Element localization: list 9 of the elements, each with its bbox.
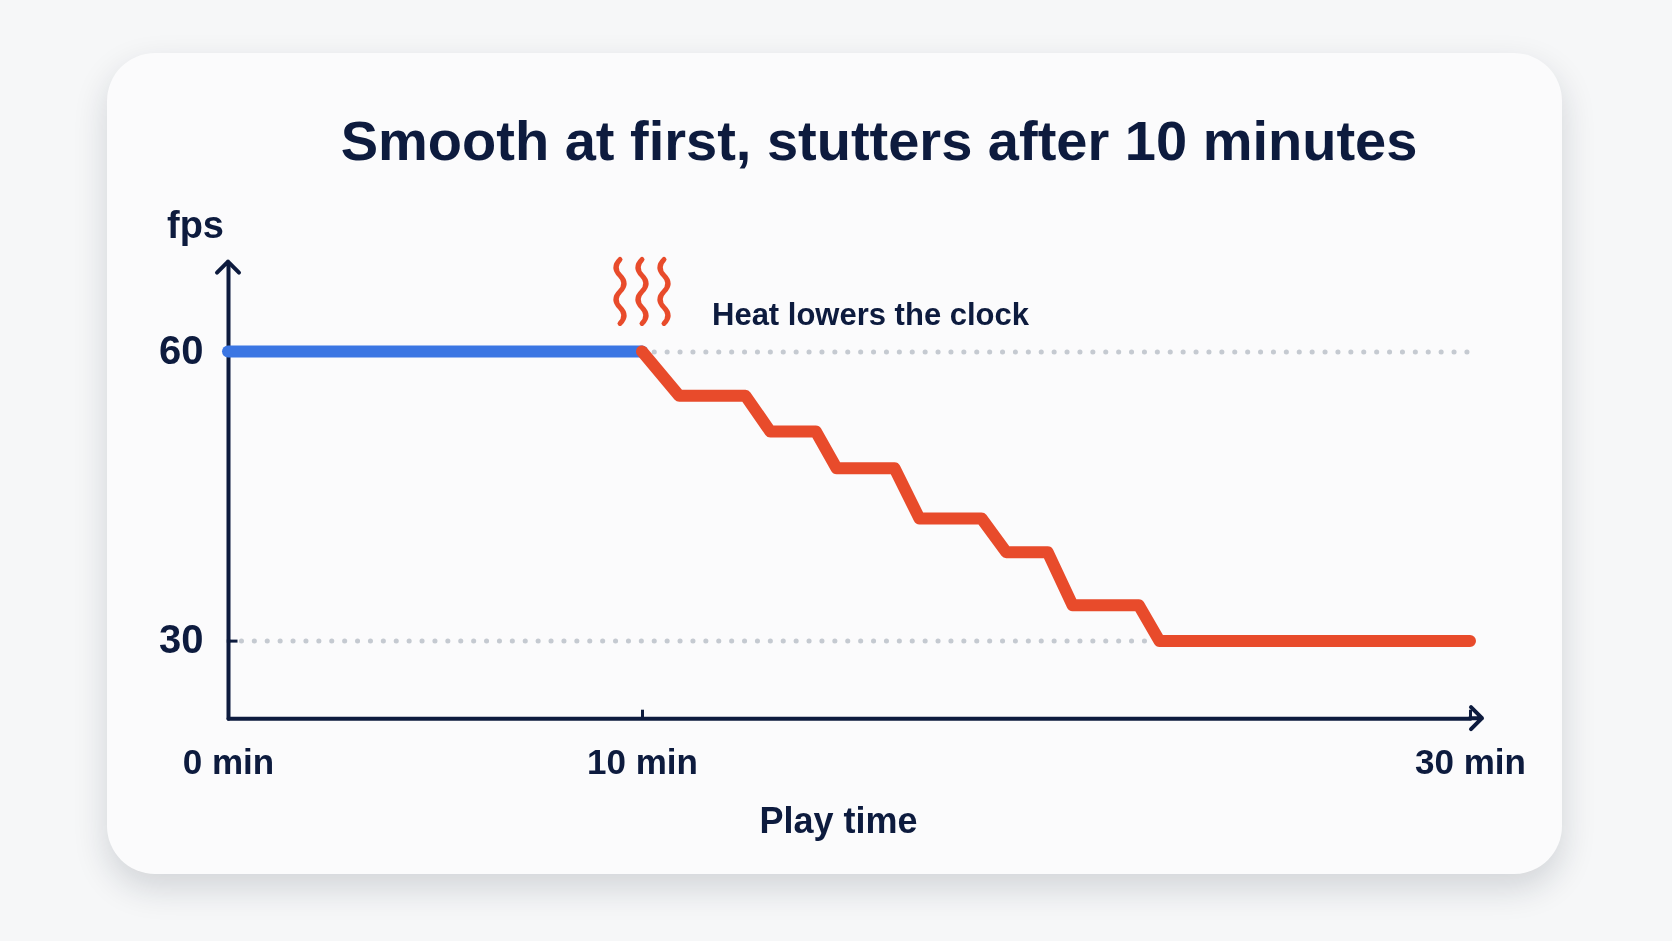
y-tick-label: 30 bbox=[159, 617, 204, 662]
y-axis-title: fps bbox=[167, 203, 224, 246]
x-tick-label: 30 min bbox=[1415, 741, 1526, 781]
annotation: Heat lowers the clock bbox=[712, 297, 1030, 333]
x-tick-label: 0 min bbox=[182, 741, 275, 781]
x-axis-title: Play time bbox=[759, 799, 918, 841]
x-tick-label: 10 min bbox=[587, 741, 698, 781]
chart-title: Smooth at first, stutters after 10 minutes bbox=[340, 109, 1418, 172]
y-tick-label: 60 bbox=[159, 327, 204, 372]
